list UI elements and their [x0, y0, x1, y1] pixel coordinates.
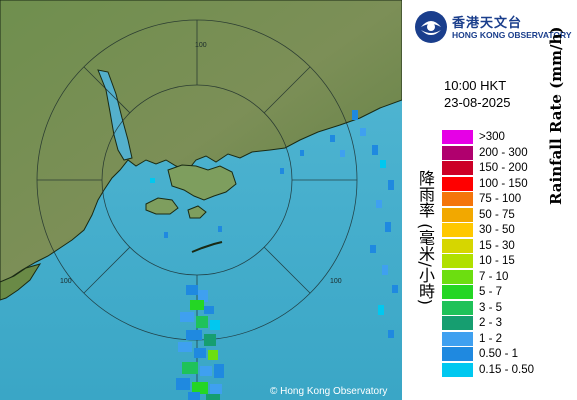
legend-swatch	[442, 269, 473, 284]
radar-map[interactable]: 100 100 100	[0, 0, 402, 400]
legend-swatch	[442, 207, 473, 222]
logo-name-en: HONG KONG OBSERVATORY	[452, 30, 572, 40]
legend-swatch	[442, 347, 473, 361]
legend-swatch	[442, 362, 473, 377]
copyright-text: © Hong Kong Observatory	[270, 386, 387, 397]
legend-label: 2 - 3	[479, 317, 503, 329]
legend-swatch	[442, 254, 473, 268]
legend-label: 7 - 10	[479, 270, 509, 283]
legend-swatch	[442, 192, 473, 206]
legend-label: >300	[479, 131, 505, 143]
legend-item: 100 - 150	[442, 176, 577, 191]
legend-swatch	[442, 145, 473, 160]
legend-label: 10 - 15	[479, 255, 515, 267]
legend-item: 3 - 5	[442, 300, 577, 315]
legend-label: 0.15 - 0.50	[479, 363, 534, 376]
legend-swatch	[442, 223, 473, 237]
legend-label: 30 - 50	[479, 224, 515, 236]
legend-label: 200 - 300	[479, 146, 528, 159]
legend-item: 30 - 50	[442, 223, 577, 237]
legend-label: 0.50 - 1	[479, 348, 518, 360]
legend-label: 3 - 5	[479, 301, 503, 314]
rainfall-echoes	[150, 110, 398, 400]
radar-map-svg: 100 100 100	[0, 0, 402, 400]
hko-logo-icon	[415, 11, 447, 43]
legend-label: 15 - 30	[479, 239, 515, 252]
legend-label: 50 - 75	[479, 208, 515, 221]
legend-label: 75 - 100	[479, 193, 522, 205]
radar-time: 10:00 HKT	[444, 78, 507, 93]
outlying-island	[187, 205, 207, 219]
legend-swatch	[442, 331, 473, 346]
radar-date: 23-08-2025	[444, 95, 511, 110]
hko-logo: 香港天文台 HONG KONG OBSERVATORY	[414, 10, 574, 44]
svg-text:100: 100	[60, 278, 72, 285]
legend-item: 15 - 30	[442, 238, 577, 253]
svg-text:100: 100	[195, 42, 207, 49]
legend-item: 75 - 100	[442, 192, 577, 206]
legend-item: 0.15 - 0.50	[442, 362, 577, 377]
legend-swatch	[442, 238, 473, 253]
lantau-island	[145, 197, 179, 215]
legend-item: 1 - 2	[442, 331, 577, 346]
legend-item: 150 - 200	[442, 161, 577, 175]
legend-swatch	[442, 161, 473, 175]
legend-item: 200 - 300	[442, 145, 577, 160]
range-ring-labels: 100 100 100	[60, 42, 342, 285]
legend-item: 0.50 - 1	[442, 347, 577, 361]
legend-swatch	[442, 130, 473, 144]
legend-item: 7 - 10	[442, 269, 577, 284]
legend-item: 5 - 7	[442, 285, 577, 299]
legend-label: 1 - 2	[479, 332, 503, 345]
legend-item: 10 - 15	[442, 254, 577, 268]
pearl-river-estuary	[97, 69, 133, 161]
legend-item: 2 - 3	[442, 316, 577, 330]
legend-swatch	[442, 176, 473, 191]
legend-label: 100 - 150	[479, 177, 528, 190]
legend-item: >300	[442, 130, 577, 144]
legend-swatch	[442, 316, 473, 330]
hong-kong-territory	[167, 164, 237, 201]
chain-of-islands	[191, 241, 223, 253]
legend-panel: 香港天文台 HONG KONG OBSERVATORY 10:00 HKT 23…	[402, 0, 577, 400]
legend-label: 5 - 7	[479, 286, 503, 298]
legend-label: 150 - 200	[479, 162, 528, 174]
legend-swatch	[442, 285, 473, 299]
western-coast	[0, 263, 42, 301]
legend-item: 50 - 75	[442, 207, 577, 222]
svg-text:100: 100	[330, 278, 342, 285]
legend-swatch	[442, 300, 473, 315]
legend-title-cn: 降雨率 (毫米/小時)	[416, 170, 435, 305]
logo-name-cn: 香港天文台	[452, 16, 523, 31]
